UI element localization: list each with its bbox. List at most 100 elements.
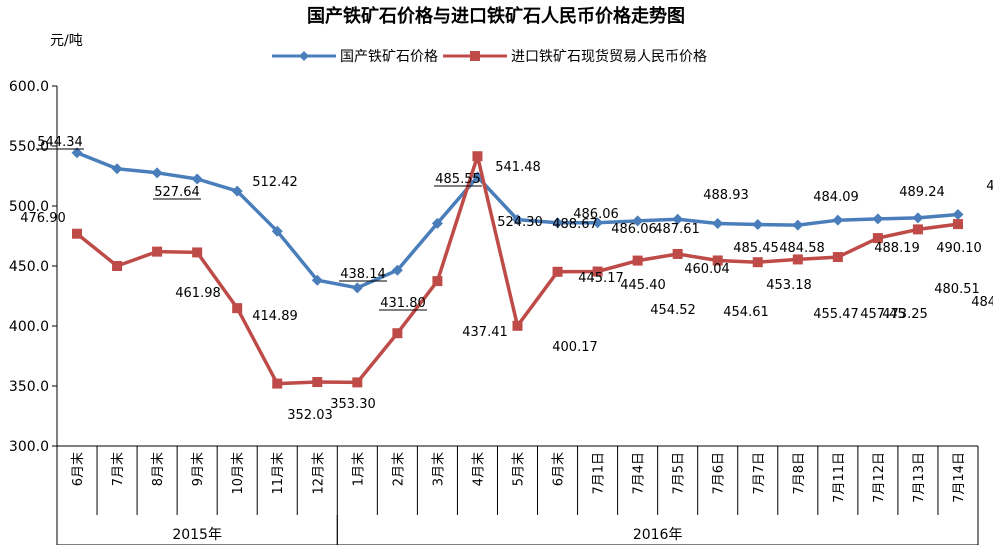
data-point-import bbox=[152, 246, 163, 257]
data-point-import bbox=[952, 219, 963, 230]
data-label-import: 461.98 bbox=[175, 286, 221, 301]
data-point-import bbox=[432, 276, 443, 287]
data-label-domestic: 431.80 bbox=[380, 296, 426, 311]
data-label-domestic: 488.67 bbox=[552, 217, 598, 232]
x-category-label: 7月4日 bbox=[632, 452, 647, 495]
axes: 300.0 350.0 400.0 450.0 500.0 550.0 600.0 6月末 7月… bbox=[9, 79, 979, 545]
data-point-import bbox=[672, 248, 683, 259]
data-label-domestic: 438.14 bbox=[340, 267, 386, 282]
data-label-domestic: 512.42 bbox=[252, 175, 298, 190]
data-label-import: 476.90 bbox=[20, 211, 66, 226]
data-point-import bbox=[352, 377, 363, 388]
data-label-domestic: 544.34 bbox=[37, 135, 83, 150]
data-point-import bbox=[112, 261, 123, 271]
legend-label-domestic: 国产铁矿石价格 bbox=[340, 49, 438, 65]
data-point-import bbox=[512, 320, 523, 331]
x-category-label: 7月末 bbox=[111, 452, 126, 486]
data-point-import bbox=[872, 233, 883, 244]
x-category-label: 7月6日 bbox=[712, 452, 727, 495]
x-category-label: 9月末 bbox=[191, 452, 206, 486]
x-category-label: 7月13日 bbox=[912, 452, 927, 503]
data-point-import bbox=[912, 224, 923, 235]
data-label-domestic: 484.09 bbox=[813, 190, 859, 205]
data-label-import: 457.45 bbox=[860, 307, 906, 322]
x-category-label: 6月末 bbox=[552, 452, 567, 486]
y-tick-label: 500.0 bbox=[9, 199, 49, 215]
data-point-import bbox=[192, 247, 203, 258]
x-category-label: 7月14日 bbox=[952, 452, 967, 503]
data-label-import: 453.18 bbox=[766, 278, 812, 293]
chart-title: 国产铁矿石价格与进口铁矿石人民币价格走势图 bbox=[307, 5, 685, 27]
data-label-import: 454.61 bbox=[723, 305, 769, 320]
x-category-label: 7月11日 bbox=[832, 452, 847, 503]
data-label-import: 445.40 bbox=[620, 278, 666, 293]
data-point-import bbox=[312, 377, 323, 388]
data-label-domestic: 488.19 bbox=[874, 241, 920, 256]
data-point-domestic bbox=[311, 274, 323, 286]
x-category-label: 5月末 bbox=[512, 452, 527, 486]
data-label-import: 460.04 bbox=[684, 262, 730, 277]
data-label-import: 437.41 bbox=[462, 325, 508, 340]
data-point-domestic bbox=[351, 282, 363, 294]
data-label-domestic: 524.30 bbox=[497, 215, 543, 230]
data-point-domestic bbox=[872, 213, 884, 225]
x-category-label: 12月末 bbox=[311, 452, 326, 495]
y-tick-label: 300.0 bbox=[9, 439, 49, 455]
data-label-domestic: 487.61 bbox=[654, 222, 700, 237]
data-point-domestic bbox=[552, 217, 564, 229]
x-category-label: 7月7日 bbox=[752, 452, 767, 495]
x-category-label: 2月末 bbox=[391, 452, 406, 486]
x-category-label: 1月末 bbox=[351, 452, 366, 486]
data-label-domestic: 489.24 bbox=[899, 185, 945, 200]
data-point-import bbox=[272, 378, 283, 389]
data-point-domestic bbox=[111, 163, 123, 175]
data-point-domestic bbox=[151, 167, 163, 179]
year-label: 2016年 bbox=[633, 527, 683, 543]
x-category-label: 7月1日 bbox=[592, 452, 607, 495]
data-point-import bbox=[592, 266, 603, 277]
x-category-label: 10月末 bbox=[231, 452, 246, 495]
data-point-domestic bbox=[271, 225, 283, 237]
data-point-domestic bbox=[752, 219, 764, 231]
data-point-import bbox=[752, 257, 763, 268]
data-point-domestic bbox=[672, 213, 684, 225]
x-category-label: 8月末 bbox=[151, 452, 166, 486]
x-category-label: 7月12日 bbox=[872, 452, 887, 503]
data-point-domestic bbox=[431, 217, 443, 229]
data-point-domestic bbox=[191, 173, 203, 185]
data-point-import bbox=[552, 266, 563, 277]
data-point-import bbox=[832, 252, 843, 263]
x-category-label: 7月8日 bbox=[792, 452, 807, 495]
data-point-import bbox=[792, 254, 803, 265]
data-point-import bbox=[72, 228, 83, 239]
data-label-domestic: 485.55 bbox=[435, 172, 481, 187]
y-tick-label: 350.0 bbox=[9, 379, 49, 395]
data-label-import: 445.17 bbox=[578, 271, 624, 286]
data-label-domestic: 486.06 bbox=[611, 222, 657, 237]
data-point-domestic bbox=[592, 217, 604, 229]
data-label-import: 400.17 bbox=[552, 340, 598, 355]
data-label-import: 473.25 bbox=[882, 307, 928, 322]
data-point-domestic bbox=[231, 185, 243, 197]
data-label-domestic: 485.45 bbox=[733, 241, 779, 256]
legend-label-import: 进口铁矿石现货贸易人民币价格 bbox=[511, 48, 707, 65]
x-category-label: 6月末 bbox=[71, 452, 86, 486]
y-tick-label: 600.0 bbox=[9, 79, 49, 95]
data-label-domestic: 488.93 bbox=[703, 188, 749, 203]
data-label-import: 352.03 bbox=[287, 408, 333, 423]
data-point-import bbox=[392, 328, 403, 339]
data-point-domestic bbox=[952, 209, 964, 221]
legend-marker-domestic bbox=[299, 51, 309, 61]
x-category-label: 7月5日 bbox=[672, 452, 687, 495]
data-point-import bbox=[712, 255, 723, 266]
data-label-import: 353.30 bbox=[330, 397, 376, 412]
data-point-domestic bbox=[792, 219, 804, 231]
data-point-import bbox=[472, 151, 483, 162]
data-point-domestic bbox=[391, 264, 403, 276]
series-lines bbox=[71, 147, 964, 389]
data-label-import: 414.89 bbox=[252, 309, 298, 324]
data-label-import: 480.51 bbox=[934, 282, 980, 297]
data-label-import: 484.91 bbox=[971, 295, 993, 310]
data-label-domestic: 527.64 bbox=[154, 185, 200, 200]
